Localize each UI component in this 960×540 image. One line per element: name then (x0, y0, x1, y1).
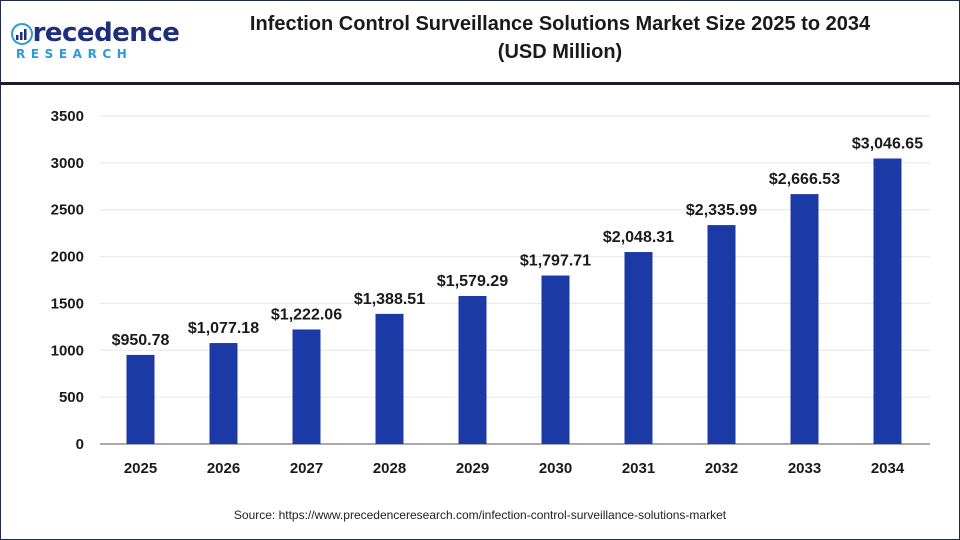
chart-title-line1: Infection Control Surveillance Solutions… (249, 13, 871, 35)
header: Precedence RESEARCH Infection Control Su… (0, 0, 960, 84)
x-tick-label-2029: 2029 (456, 460, 489, 477)
data-label-2034: $3,046.65 (852, 135, 923, 152)
bar-2026 (209, 343, 238, 444)
y-tick-label-3500: 3500 (51, 108, 84, 125)
brand-name: Precedence (14, 18, 180, 48)
y-tick-label-1000: 1000 (51, 342, 84, 359)
x-tick-label-2027: 2027 (290, 460, 323, 477)
bar-2034 (873, 158, 902, 445)
brand-name-text: recedence (32, 18, 180, 48)
x-tick-label-2028: 2028 (373, 460, 406, 477)
y-tick-label-500: 500 (59, 389, 84, 406)
bar-2031 (624, 252, 653, 444)
bar-2025 (126, 354, 155, 444)
bar-2029 (458, 295, 487, 444)
data-label-2028: $1,388.51 (354, 291, 425, 308)
chart-title-line2: (USD Million) (497, 41, 623, 63)
y-tick-label-0: 0 (76, 436, 84, 453)
bar-2033 (790, 194, 819, 444)
x-tick-label-2033: 2033 (788, 460, 821, 477)
data-label-2027: $1,222.06 (271, 306, 342, 323)
logo-mark-icon (11, 23, 33, 45)
brand-sub: RESEARCH (16, 47, 133, 61)
bar-2032 (707, 225, 736, 444)
data-label-2025: $950.78 (112, 332, 170, 349)
x-tick-label-2026: 2026 (207, 460, 240, 477)
y-tick-label-3000: 3000 (51, 155, 84, 172)
y-tick-label-2500: 2500 (51, 202, 84, 219)
chart-title: Infection Control Surveillance Solutions… (180, 10, 940, 66)
source-note: Source: https://www.precedenceresearch.c… (0, 508, 960, 522)
header-divider (0, 82, 960, 85)
x-tick-label-2025: 2025 (124, 460, 157, 477)
data-label-2030: $1,797.71 (520, 253, 591, 270)
y-tick-label-2000: 2000 (51, 249, 84, 266)
data-label-2029: $1,579.29 (437, 273, 508, 290)
bar-2027 (292, 329, 321, 444)
x-tick-label-2031: 2031 (622, 460, 655, 477)
x-tick-label-2032: 2032 (705, 460, 738, 477)
data-label-2031: $2,048.31 (603, 229, 674, 246)
data-label-2032: $2,335.99 (686, 202, 757, 219)
brand-logo: Precedence RESEARCH (11, 18, 180, 66)
y-tick-label-1500: 1500 (51, 295, 84, 312)
x-tick-label-2034: 2034 (871, 460, 905, 477)
bar-2028 (375, 313, 404, 444)
data-label-2026: $1,077.18 (188, 320, 259, 337)
source-text: Source: https://www.precedenceresearch.c… (233, 508, 727, 522)
x-tick-label-2030: 2030 (539, 460, 572, 477)
data-label-2033: $2,666.53 (769, 171, 840, 188)
bar-2030 (541, 275, 570, 444)
